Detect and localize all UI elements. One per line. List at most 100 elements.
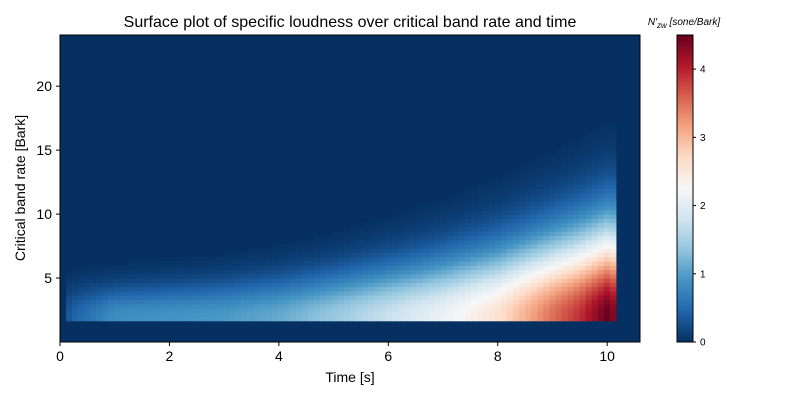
heatmap-cell <box>102 273 109 279</box>
heatmap-cell <box>603 209 611 215</box>
heatmap-cell <box>289 269 297 275</box>
heatmap-cell <box>476 214 484 219</box>
heatmap-cell <box>501 256 508 262</box>
heatmap-cell <box>410 286 418 292</box>
heatmap-cell <box>609 145 617 151</box>
heatmap-cell <box>507 248 514 254</box>
heatmap-cell <box>434 307 442 313</box>
heatmap-cell <box>561 205 569 211</box>
heatmap-cell <box>416 273 424 279</box>
heatmap-cell <box>549 175 557 181</box>
heatmap-cell <box>573 167 581 173</box>
heatmap-cell <box>174 278 182 283</box>
heatmap-cell <box>211 256 218 262</box>
heatmap-cell <box>543 265 550 271</box>
heatmap-cell <box>488 197 496 202</box>
heatmap-cell <box>108 316 115 322</box>
heatmap-cell <box>386 235 393 241</box>
heatmap-cell <box>434 239 442 245</box>
heatmap-cell <box>211 295 218 300</box>
heatmap-cell <box>537 269 544 275</box>
heatmap-cell <box>422 260 430 266</box>
heatmap-cell <box>488 209 496 215</box>
heatmap-cell <box>579 248 587 254</box>
heatmap-cell <box>585 231 593 236</box>
heatmap-cell <box>434 235 442 241</box>
heatmap-cell <box>579 188 587 194</box>
heatmap-cell <box>72 316 79 322</box>
heatmap-cell <box>519 316 526 322</box>
heatmap-cell <box>488 256 496 262</box>
heatmap-cell <box>380 295 387 300</box>
heatmap-cell <box>337 312 345 318</box>
heatmap-cell <box>609 282 617 288</box>
heatmap-cell <box>597 286 605 292</box>
heatmap-cell <box>591 295 599 300</box>
heatmap-cell <box>513 184 520 190</box>
heatmap-cell <box>573 158 581 164</box>
heatmap-cell <box>362 290 369 296</box>
heatmap-cell <box>198 290 206 296</box>
heatmap-cell <box>126 290 134 296</box>
heatmap-cell <box>362 222 369 228</box>
colorbar-label-subscript: zw <box>656 21 668 30</box>
heatmap-cell <box>567 171 575 177</box>
heatmap-cell <box>84 307 91 313</box>
heatmap-cell <box>313 316 321 322</box>
heatmap-cell <box>174 307 182 313</box>
heatmap-cell <box>464 256 472 262</box>
heatmap-cell <box>543 158 550 164</box>
heatmap-cell <box>356 252 363 258</box>
heatmap-cell <box>446 252 454 258</box>
heatmap-cell <box>476 192 484 198</box>
heatmap-cell <box>132 295 140 300</box>
heatmap-cell <box>476 269 484 275</box>
heatmap-cell <box>513 205 520 211</box>
heatmap-cell <box>337 273 345 279</box>
heatmap-cell <box>537 239 544 245</box>
heatmap-cell <box>476 299 484 305</box>
heatmap-cell <box>537 162 544 168</box>
heatmap-cell <box>519 184 526 190</box>
heatmap-cell <box>398 295 405 300</box>
heatmap-cell <box>501 260 508 266</box>
heatmap-cell <box>217 256 224 262</box>
heatmap-cell <box>482 192 490 198</box>
heatmap-cell <box>579 235 587 241</box>
colorbar-tick-label: 0 <box>700 338 706 349</box>
heatmap-cell <box>555 286 563 292</box>
heatmap-cell <box>295 243 303 249</box>
heatmap-cell <box>525 162 532 168</box>
heatmap-cell <box>537 273 544 279</box>
heatmap-cell <box>337 316 345 322</box>
heatmap-cell <box>350 235 357 241</box>
heatmap-cell <box>573 201 581 207</box>
heatmap-cell <box>180 265 188 271</box>
heatmap-cell <box>573 269 581 275</box>
heatmap-cell <box>549 218 557 224</box>
heatmap-cell <box>585 137 593 143</box>
heatmap-cell <box>247 269 254 275</box>
heatmap-cell <box>410 226 418 232</box>
heatmap-cell <box>374 303 381 309</box>
heatmap-cell <box>422 243 430 249</box>
heatmap-cell <box>591 209 599 215</box>
heatmap-cell <box>362 235 369 241</box>
heatmap-cell <box>144 286 152 292</box>
heatmap-cell <box>386 303 393 309</box>
heatmap-cell <box>156 312 164 318</box>
heatmap-cell <box>609 218 617 224</box>
heatmap-cell <box>603 150 611 155</box>
heatmap-cell <box>162 282 170 288</box>
heatmap-cell <box>386 295 393 300</box>
heatmap-cell <box>579 243 587 249</box>
heatmap-cell <box>211 269 218 275</box>
heatmap-cell <box>603 205 611 211</box>
heatmap-cell <box>362 273 369 279</box>
heatmap-cell <box>555 214 563 219</box>
heatmap-cell <box>150 265 158 271</box>
heatmap-cell <box>96 273 103 279</box>
heatmap-cell <box>319 316 327 322</box>
heatmap-cell <box>380 290 387 296</box>
heatmap-cell <box>446 231 454 236</box>
